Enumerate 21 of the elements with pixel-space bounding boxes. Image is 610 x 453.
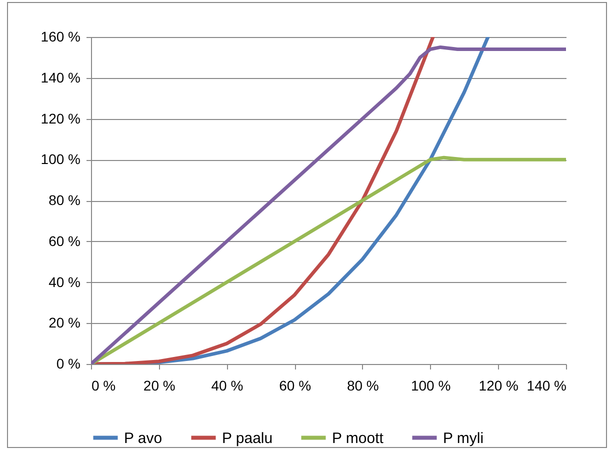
x-tick-label: 20 % (143, 378, 176, 394)
y-tick-label: 120 % (40, 110, 80, 126)
y-tick-label: 100 % (40, 151, 80, 168)
y-tick-label: 140 % (40, 69, 80, 86)
y-tick-label: 160 % (40, 28, 80, 44)
legend-label: P moott (332, 430, 384, 447)
x-tick-label: 0 % (92, 378, 116, 394)
y-tick-label: 0 % (56, 356, 80, 372)
legend-label: P myli (443, 430, 484, 447)
y-tick-label: 40 % (48, 274, 80, 290)
x-tick-label: 140 % (526, 378, 566, 394)
y-tick-label: 80 % (48, 192, 80, 208)
y-tick-label: 60 % (48, 232, 80, 249)
x-tick-label: 120 % (478, 378, 518, 394)
y-tick-label: 20 % (48, 314, 80, 331)
x-tick-label: 100 % (410, 378, 451, 394)
legend-label: P avo (124, 430, 162, 447)
x-tick-label: 80 % (346, 378, 379, 394)
x-tick-label: 40 % (211, 378, 244, 394)
legend-label: P paalu (222, 430, 273, 447)
x-tick-label: 60 % (279, 378, 312, 394)
